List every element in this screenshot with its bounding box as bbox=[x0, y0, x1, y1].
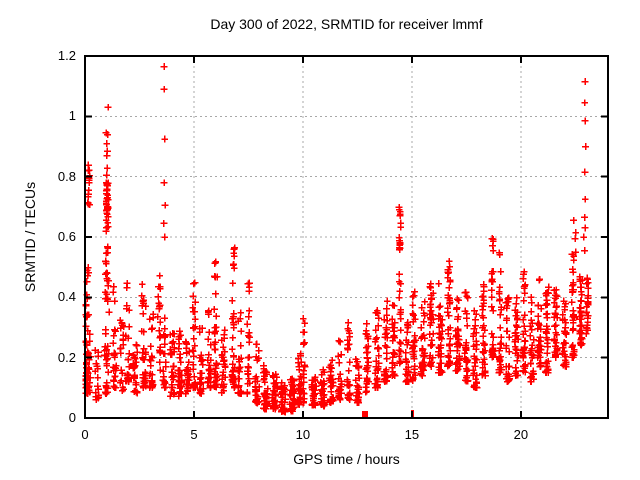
x-tick-label: 0 bbox=[81, 427, 89, 442]
y-tick-label: 0.8 bbox=[57, 168, 76, 184]
axis-tick-marks bbox=[84, 55, 608, 419]
y-tick-label: 0.6 bbox=[57, 229, 76, 244]
y-tick-label: 1.2 bbox=[57, 48, 76, 63]
x-tick-label: 10 bbox=[295, 427, 311, 442]
y-tick-label: 1 bbox=[68, 108, 76, 124]
x-axis-title: GPS time / hours bbox=[293, 451, 400, 467]
chart-title: Day 300 of 2022, SRMTID for receiver lmm… bbox=[210, 16, 483, 32]
gap-markers bbox=[362, 410, 414, 417]
y-tick-label: 0.4 bbox=[57, 289, 76, 305]
x-tick-label: 15 bbox=[404, 427, 420, 442]
x-tick-label: 20 bbox=[513, 427, 529, 442]
y-tick-label: 0.2 bbox=[57, 349, 76, 365]
x-tick-label: 5 bbox=[190, 427, 198, 442]
y-tick-label: 0 bbox=[68, 410, 76, 425]
